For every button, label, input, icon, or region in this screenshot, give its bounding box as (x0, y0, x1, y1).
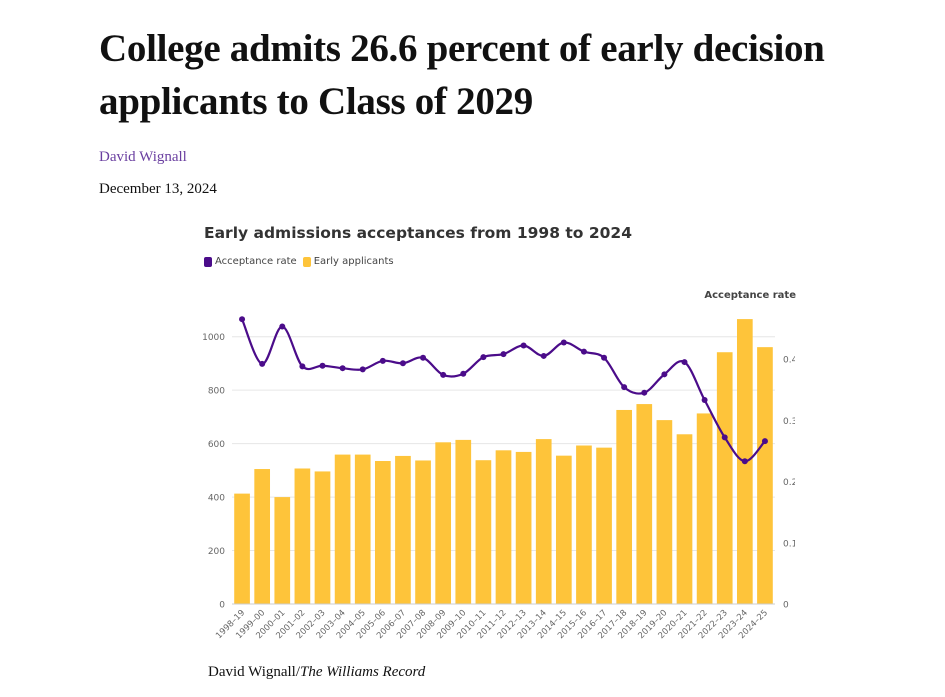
acceptance-chart: 0200400600800100000.10.20.30.41998–19199… (202, 316, 795, 641)
bar-early-applicants (716, 352, 733, 604)
right-axis-tick-label: 0.4 (783, 356, 795, 366)
acceptance-rate-point (540, 352, 547, 359)
bar-early-applicants (435, 442, 452, 604)
legend-item-early-applicants[interactable]: Early applicants (302, 256, 394, 267)
bar-early-applicants (334, 454, 351, 604)
bar-early-applicants (395, 455, 411, 604)
acceptance-rate-point (379, 357, 386, 364)
bar-early-applicants (596, 447, 612, 604)
acceptance-rate-point (761, 438, 768, 445)
left-axis-tick-label: 200 (208, 547, 225, 557)
acceptance-rate-point (721, 434, 728, 441)
left-axis-tick-label: 1000 (202, 333, 225, 343)
bar-early-applicants (274, 497, 291, 604)
left-axis-tick-label: 800 (208, 387, 225, 397)
right-axis-title: Acceptance rate (704, 290, 796, 301)
acceptance-rate-point (681, 359, 688, 366)
bar-early-applicants (415, 460, 431, 604)
caption-credit: David Wignall/ (208, 664, 301, 680)
bar-early-applicants (616, 409, 633, 604)
photo-caption: David Wignall/The Williams Record (208, 664, 425, 681)
acceptance-rate-point (641, 389, 648, 396)
acceptance-rate-point (500, 351, 507, 358)
right-axis-tick-label: 0.2 (783, 478, 795, 488)
caption-publication: The Williams Record (300, 664, 426, 680)
acceptance-rate-point (359, 366, 366, 373)
chart-title: Early admissions acceptances from 1998 t… (204, 224, 632, 242)
legend-label-early-applicants: Early applicants (313, 256, 394, 267)
article-headline: College admits 26.6 percent of early dec… (99, 27, 825, 123)
acceptance-rate-point (339, 365, 346, 372)
acceptance-rate-point (279, 323, 286, 330)
bar-early-applicants (757, 347, 773, 604)
left-axis-tick-label: 0 (219, 601, 225, 611)
acceptance-rate-point (520, 342, 527, 349)
acceptance-rate-point (741, 458, 748, 465)
legend-swatch-bar (302, 256, 311, 267)
left-axis-tick-label: 600 (208, 440, 225, 450)
acceptance-rate-point (259, 360, 266, 367)
bar-early-applicants (254, 469, 271, 604)
legend-label-acceptance-rate: Acceptance rate (215, 256, 297, 267)
acceptance-rate-point (560, 339, 567, 346)
bar-early-applicants (234, 493, 250, 604)
bar-early-applicants (314, 471, 331, 604)
bar-early-applicants (294, 468, 311, 604)
bar-early-applicants (515, 451, 532, 604)
acceptance-rate-point (580, 348, 587, 355)
bar-early-applicants (636, 404, 653, 604)
right-axis-tick-label: 0.3 (783, 417, 795, 427)
acceptance-rate-point (480, 354, 487, 361)
right-axis-tick-label: 0.1 (783, 539, 795, 549)
acceptance-rate-point (420, 354, 427, 361)
acceptance-rate-point (440, 371, 447, 378)
publish-date: December 13, 2024 (99, 181, 217, 197)
acceptance-rate-point (239, 316, 246, 323)
left-axis-tick-label: 400 (208, 494, 225, 504)
acceptance-rate-point (299, 363, 306, 370)
legend-item-acceptance-rate[interactable]: Acceptance rate (204, 256, 297, 267)
right-axis-tick-label: 0 (783, 601, 789, 611)
acceptance-rate-point (621, 384, 628, 391)
bar-early-applicants (535, 439, 552, 604)
acceptance-rate-point (661, 371, 668, 378)
bar-early-applicants (676, 434, 693, 604)
bar-early-applicants (354, 454, 371, 604)
bar-early-applicants (576, 445, 592, 604)
author-link[interactable]: David Wignall (99, 149, 187, 165)
chart-legend: Acceptance rate Early applicants (204, 256, 400, 267)
legend-swatch-line (204, 256, 212, 267)
bar-early-applicants (374, 461, 391, 604)
acceptance-rate-point (601, 354, 608, 361)
acceptance-rate-point (319, 362, 326, 369)
bar-early-applicants (475, 460, 492, 604)
acceptance-rate-point (399, 360, 406, 367)
bar-early-applicants (696, 413, 713, 604)
bar-early-applicants (656, 420, 673, 604)
bar-early-applicants (495, 450, 512, 604)
bar-early-applicants (455, 439, 472, 604)
acceptance-rate-point (701, 397, 708, 404)
acceptance-rate-point (460, 370, 467, 377)
bar-early-applicants (555, 455, 572, 604)
